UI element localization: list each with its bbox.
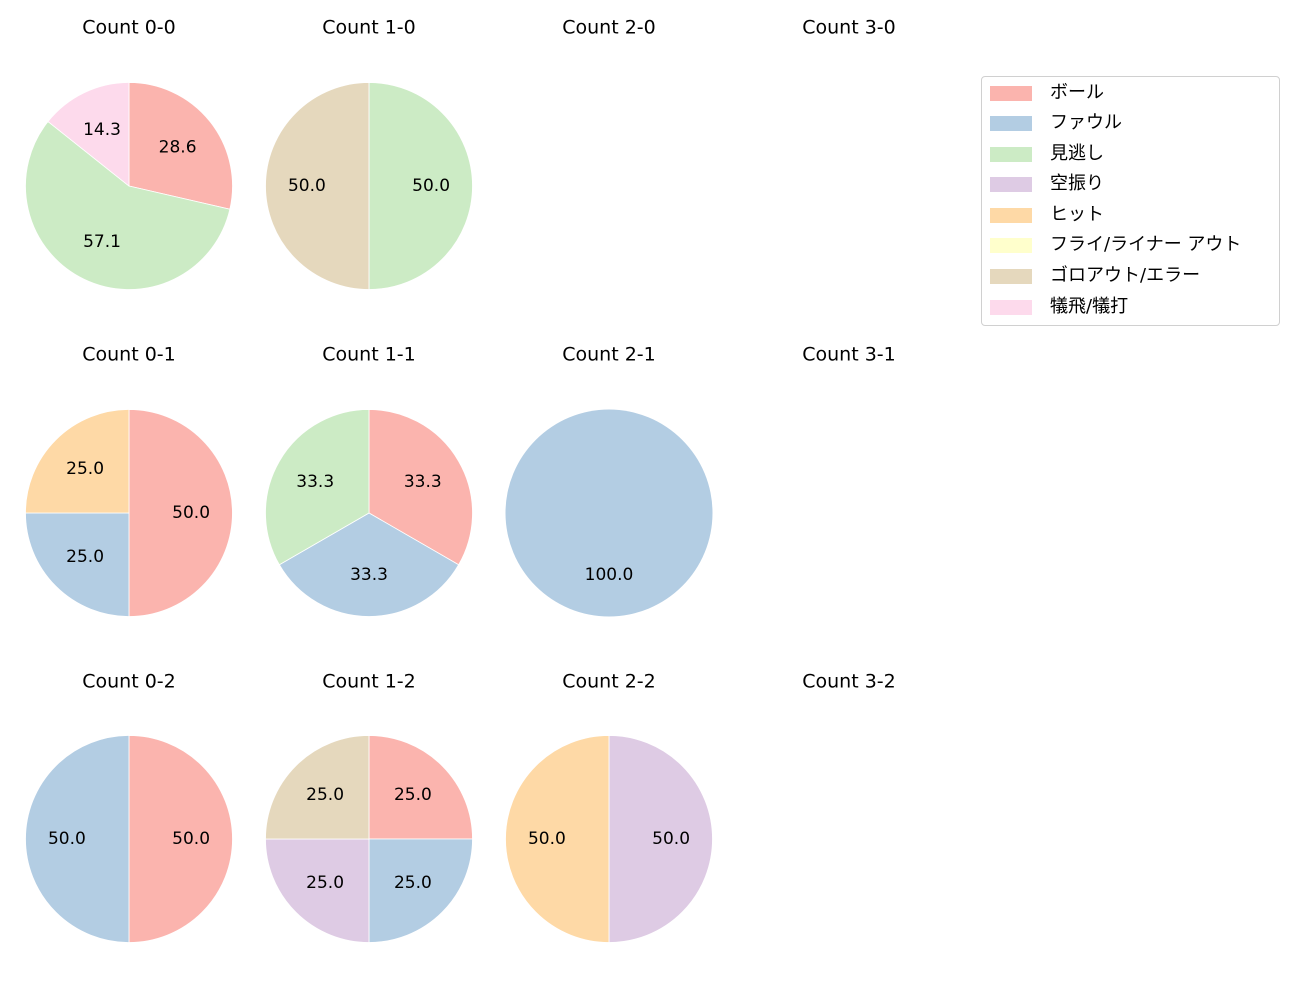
slice-value-label: 50.0 xyxy=(528,829,566,849)
pie-subplot: Count 3-1 xyxy=(802,344,896,366)
slice-value-label: 50.0 xyxy=(652,829,690,849)
legend-item-hit: ヒット xyxy=(990,205,1104,225)
legend-item-called-strike: 見逃し xyxy=(990,144,1104,164)
pie-subplot: Count 1-0 50.0 50.0 xyxy=(265,17,473,290)
legend-item-ground-out-error: ゴロアウト/エラー xyxy=(990,266,1200,286)
pie-slice xyxy=(368,838,473,943)
legend-label: ゴロアウト/エラー xyxy=(1050,265,1201,286)
slice-value-label: 25.0 xyxy=(394,873,432,893)
legend-swatch xyxy=(990,237,1032,253)
slice-value-label: 25.0 xyxy=(394,785,432,805)
pie-slice xyxy=(47,82,130,187)
legend-label: 犠飛/犠打 xyxy=(1050,296,1129,317)
pie-slice xyxy=(505,409,713,617)
legend-label: ファウル xyxy=(1050,112,1122,133)
pie-slice xyxy=(265,735,370,840)
slice-value-label: 50.0 xyxy=(172,503,210,523)
slice-value-label: 25.0 xyxy=(66,459,104,479)
subplot-title: Count 1-1 xyxy=(322,344,416,366)
pie-subplot: Count 0-2 50.0 50.0 xyxy=(25,671,233,943)
pie-subplot: Count 3-2 xyxy=(802,671,896,693)
pie-slice xyxy=(608,735,713,943)
pie-slice xyxy=(25,512,130,617)
legend-label: 空振り xyxy=(1050,173,1104,194)
subplot-title: Count 3-2 xyxy=(802,671,896,693)
legend-label: フライ/ライナー アウト xyxy=(1050,234,1242,255)
legend-item-ball: ボール xyxy=(990,83,1104,103)
slice-value-label: 25.0 xyxy=(306,785,344,805)
slice-value-label: 50.0 xyxy=(412,176,450,196)
pie-slice xyxy=(265,409,370,566)
slice-value-label: 25.0 xyxy=(66,547,104,567)
pie-subplot: Count 1-1 33.3 33.3 33.3 xyxy=(265,344,473,617)
pie-subplot: Count 2-0 xyxy=(562,17,656,39)
legend-swatch xyxy=(990,85,1032,101)
subplot-title: Count 2-0 xyxy=(562,17,656,39)
subplot-title: Count 2-2 xyxy=(562,671,656,693)
pie-slice xyxy=(368,735,473,840)
legend-label: ボール xyxy=(1050,82,1104,103)
slice-value-label: 50.0 xyxy=(48,829,86,849)
pie-subplot: Count 3-0 xyxy=(802,17,896,39)
legend-item-sacrifice: 犠飛/犠打 xyxy=(990,297,1128,317)
legend-swatch xyxy=(990,146,1032,162)
slice-value-label: 33.3 xyxy=(350,565,388,585)
subplot-title: Count 3-1 xyxy=(802,344,896,366)
slice-value-label: 33.3 xyxy=(404,472,442,492)
pie-slice xyxy=(265,838,370,943)
slice-value-label: 14.3 xyxy=(83,120,121,140)
pie-subplot: Count 0-0 28.6 57.1 14.3 xyxy=(25,17,233,290)
pie-slice xyxy=(25,409,130,514)
legend: ボール ファウル 見逃し 空振り ヒット フライ/ライナー アウト ゴロアウト/… xyxy=(981,76,1280,326)
pie-subplot: Count 1-2 25.0 25.0 25.0 25.0 xyxy=(265,671,473,943)
slice-value-label: 28.6 xyxy=(159,137,197,157)
slice-value-label: 100.0 xyxy=(585,565,634,585)
legend-label: ヒット xyxy=(1050,204,1104,225)
legend-swatch xyxy=(990,207,1032,223)
legend-swatch xyxy=(990,176,1032,192)
pie-slice xyxy=(128,409,233,617)
pie-slice xyxy=(128,82,233,210)
legend-swatch xyxy=(990,268,1032,284)
subplot-title: Count 1-2 xyxy=(322,671,416,693)
legend-label: 見逃し xyxy=(1050,143,1104,164)
legend-swatch xyxy=(990,115,1032,131)
pie-subplot: Count 0-1 50.0 25.0 25.0 xyxy=(25,344,233,617)
subplot-title: Count 3-0 xyxy=(802,17,896,39)
pie-subplot: Count 2-2 50.0 50.0 xyxy=(505,671,713,943)
pie-slice xyxy=(25,120,231,290)
legend-item-swinging-strike: 空振り xyxy=(990,174,1104,194)
pie-slice xyxy=(265,82,370,290)
subplot-title: Count 1-0 xyxy=(322,17,416,39)
slice-value-label: 25.0 xyxy=(306,873,344,893)
subplot-title: Count 2-1 xyxy=(562,344,656,366)
pie-subplot: Count 2-1 100.0 xyxy=(505,344,713,617)
legend-item-fly-liner-out: フライ/ライナー アウト xyxy=(990,235,1241,255)
pie-slice xyxy=(25,735,130,943)
subplot-title: Count 0-2 xyxy=(82,671,176,693)
pie-slice xyxy=(368,82,473,290)
legend-swatch xyxy=(990,299,1032,315)
slice-value-label: 33.3 xyxy=(296,472,334,492)
slice-value-label: 50.0 xyxy=(288,176,326,196)
slice-value-label: 57.1 xyxy=(83,232,121,252)
pie-slice xyxy=(128,735,233,943)
pie-slice xyxy=(505,735,610,943)
subplot-title: Count 0-1 xyxy=(82,344,176,366)
subplot-title: Count 0-0 xyxy=(82,17,176,39)
legend-item-foul: ファウル xyxy=(990,113,1122,133)
pie-slice xyxy=(368,409,473,566)
slice-value-label: 50.0 xyxy=(172,829,210,849)
